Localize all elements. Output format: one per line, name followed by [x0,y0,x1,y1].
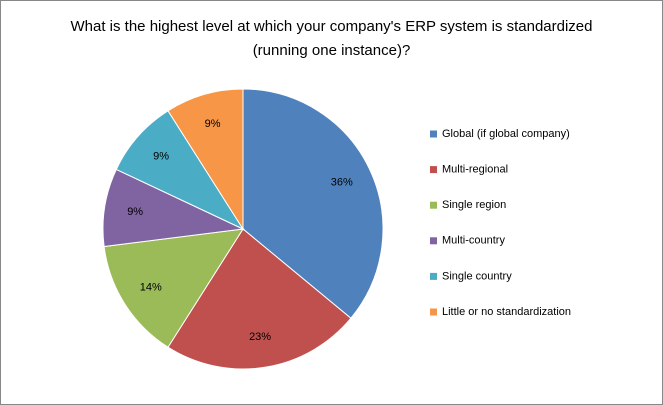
legend-label: Single region [442,199,506,211]
legend-label: Multi-regional [442,164,508,176]
data-label: 9% [153,151,169,163]
pie-slice [102,168,245,248]
legend-label: Little or no standardization [442,306,571,318]
chart-title: What is the highest level at which your … [70,18,593,59]
pie-slice [167,88,244,231]
pie-slice [167,228,352,370]
legend-swatch [430,201,437,209]
legend-swatch [430,237,437,245]
legend-label: Single country [442,270,512,282]
legend-swatch [430,166,437,174]
legend-swatch [430,130,437,138]
data-label: 9% [205,118,221,130]
legend-label: Global (if global company) [442,128,570,140]
pie-slice [115,110,245,231]
data-label: 23% [249,331,271,343]
data-label: 36% [331,176,353,188]
data-label: 9% [127,206,143,218]
pie-slice [242,88,384,319]
legend-swatch [430,272,437,280]
legend-label: Multi-country [442,235,505,247]
data-label: 14% [140,281,162,293]
legend-swatch [430,308,437,316]
pie-slice [103,228,244,348]
